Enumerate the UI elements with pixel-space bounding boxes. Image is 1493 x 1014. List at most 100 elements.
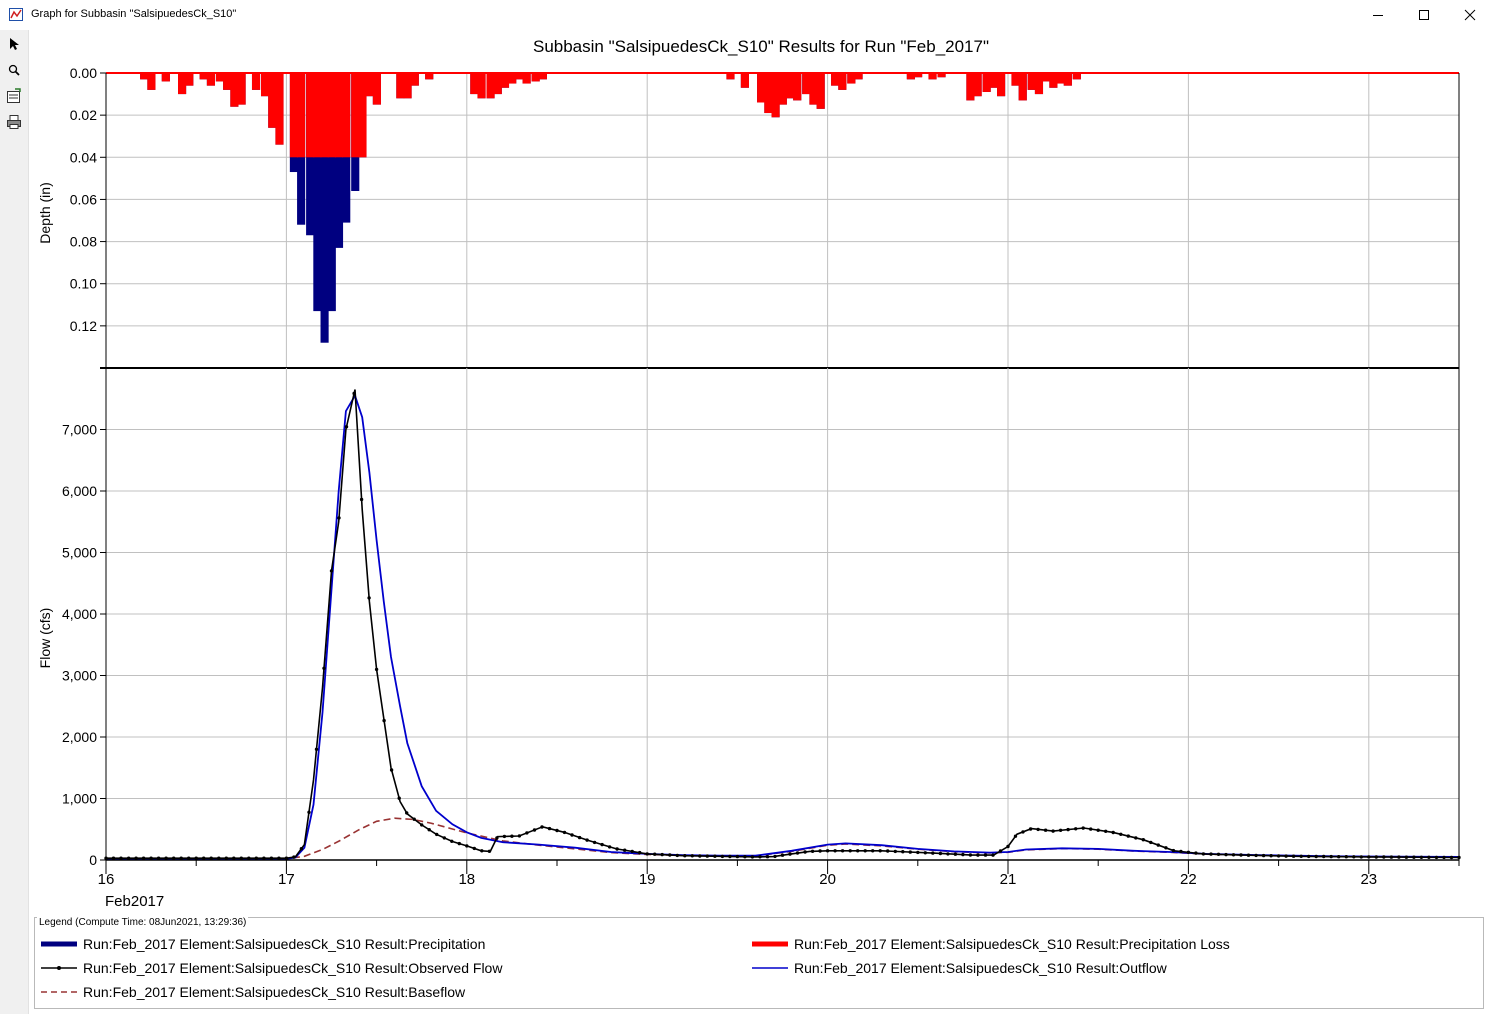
precipitation-loss-bar [771,73,780,118]
precipitation-loss-bar [515,73,524,80]
observed-flow-point [322,666,326,670]
precipitation-loss-bar [178,73,187,95]
precipitation-loss-bar [508,73,517,84]
observed-flow-point [690,854,694,858]
precipitation-loss-bar [275,73,284,145]
close-icon [1464,9,1476,21]
observed-flow-point [780,853,785,857]
observed-flow-point [728,854,732,859]
observed-flow-point [314,747,319,751]
precipitation-loss-bar [1011,73,1020,86]
time-tick-label: 18 [458,871,475,888]
observed-flow-point [660,852,664,857]
print-tool-button[interactable] [4,112,24,132]
observed-flow-point [1111,830,1115,835]
precipitation-loss-bar [215,73,225,82]
observed-flow-point [908,850,912,854]
observed-flow-point [525,831,529,835]
observed-flow-point [607,845,612,849]
observed-flow-point [1224,852,1228,857]
observed-flow-point [149,856,153,860]
observed-flow-point [735,854,740,859]
observed-flow-point [893,849,897,854]
observed-flow-point [1013,834,1018,838]
observed-flow-point [683,854,687,858]
observed-flow-point [1389,855,1394,859]
depth-axis-label: Depth (in) [37,182,53,243]
observed-flow-point [871,849,875,853]
observed-flow-point [765,855,770,859]
properties-tool-button[interactable] [4,86,24,106]
minimize-button[interactable] [1355,0,1401,30]
observed-flow-point [517,834,522,838]
flow-tick-label: 5,000 [62,545,97,561]
maximize-icon [1419,10,1429,20]
observed-flow-point [1006,844,1010,849]
observed-flow-point [277,856,281,860]
observed-flow-line [106,389,1460,860]
precipitation-loss-bar [854,73,863,80]
observed-flow-point [292,855,296,859]
observed-flow-point [1119,832,1123,836]
flow-panel-lines [104,389,1461,860]
observed-flow-point [833,849,837,853]
precipitation-loss-bar [206,73,215,86]
observed-flow-point [299,847,304,851]
observed-flow-point [1036,827,1040,832]
observed-flow-point [307,810,311,814]
close-button[interactable] [1447,0,1493,30]
maximize-button[interactable] [1401,0,1447,30]
precipitation-loss-bar [764,73,773,114]
flow-axis-label: Flow (cfs) [37,608,53,669]
observed-flow-point [329,569,334,573]
precipitation-loss-bar [230,73,239,107]
observed-flow-point [1352,855,1356,859]
observed-flow-point [540,825,544,829]
observed-flow-point [382,718,386,723]
observed-flow-point [457,841,461,846]
observed-flow-point [976,853,980,857]
outflow-line [106,393,1460,860]
observed-flow-point [773,854,777,859]
precipitation-loss-bar [327,73,336,158]
observed-flow-point [878,849,882,853]
select-arrow-icon [10,38,19,50]
time-tick-label: 23 [1360,871,1377,888]
observed-flow-point [232,856,236,860]
precipitation-loss-bar [802,73,811,95]
precipitation-loss-bar [268,73,277,128]
observed-flow-point [119,856,123,860]
observed-flow-point [810,849,815,853]
zoom-tool-button[interactable] [4,60,24,80]
observed-flow-point [630,849,634,854]
precipitation-loss-bar [906,73,915,80]
precipitation-loss-bar [989,73,998,88]
observed-flow-point [1066,827,1070,832]
observed-flow-point [1231,853,1236,857]
precipitation-loss-bar [757,73,766,103]
legend-entry-precipitation: Run:Feb_2017 Element:SalsipuedesCk_S10 R… [39,934,485,954]
precipitation-loss-bar [425,73,434,80]
precipitation-loss-bar [928,73,937,80]
observed-flow-point [638,850,642,855]
observed-flow-point [156,856,161,860]
select-tool-button[interactable] [4,34,24,54]
precipitation-loss-bar [410,73,419,86]
observed-flow-point [420,823,424,827]
observed-flow-point [1291,854,1296,858]
observed-flow-point [217,856,221,860]
legend-swatch-baseflow [41,991,77,993]
precipitation-bar [334,73,344,248]
precipitation-loss-bar [1027,73,1036,90]
observed-flow-point [442,836,446,840]
observed-flow-point [1209,852,1213,856]
observed-flow-point [284,856,289,860]
window-titlebar[interactable]: Graph for Subbasin "SalsipuedesCk_S10" [0,0,1493,30]
precipitation-loss-bar [778,73,787,105]
observed-flow-point [623,848,627,852]
precipitation-loss-bar [342,73,351,158]
observed-flow-point [743,855,747,859]
observed-flow-point [427,828,431,832]
observed-flow-point [1404,855,1409,859]
observed-flow-point [825,849,830,853]
